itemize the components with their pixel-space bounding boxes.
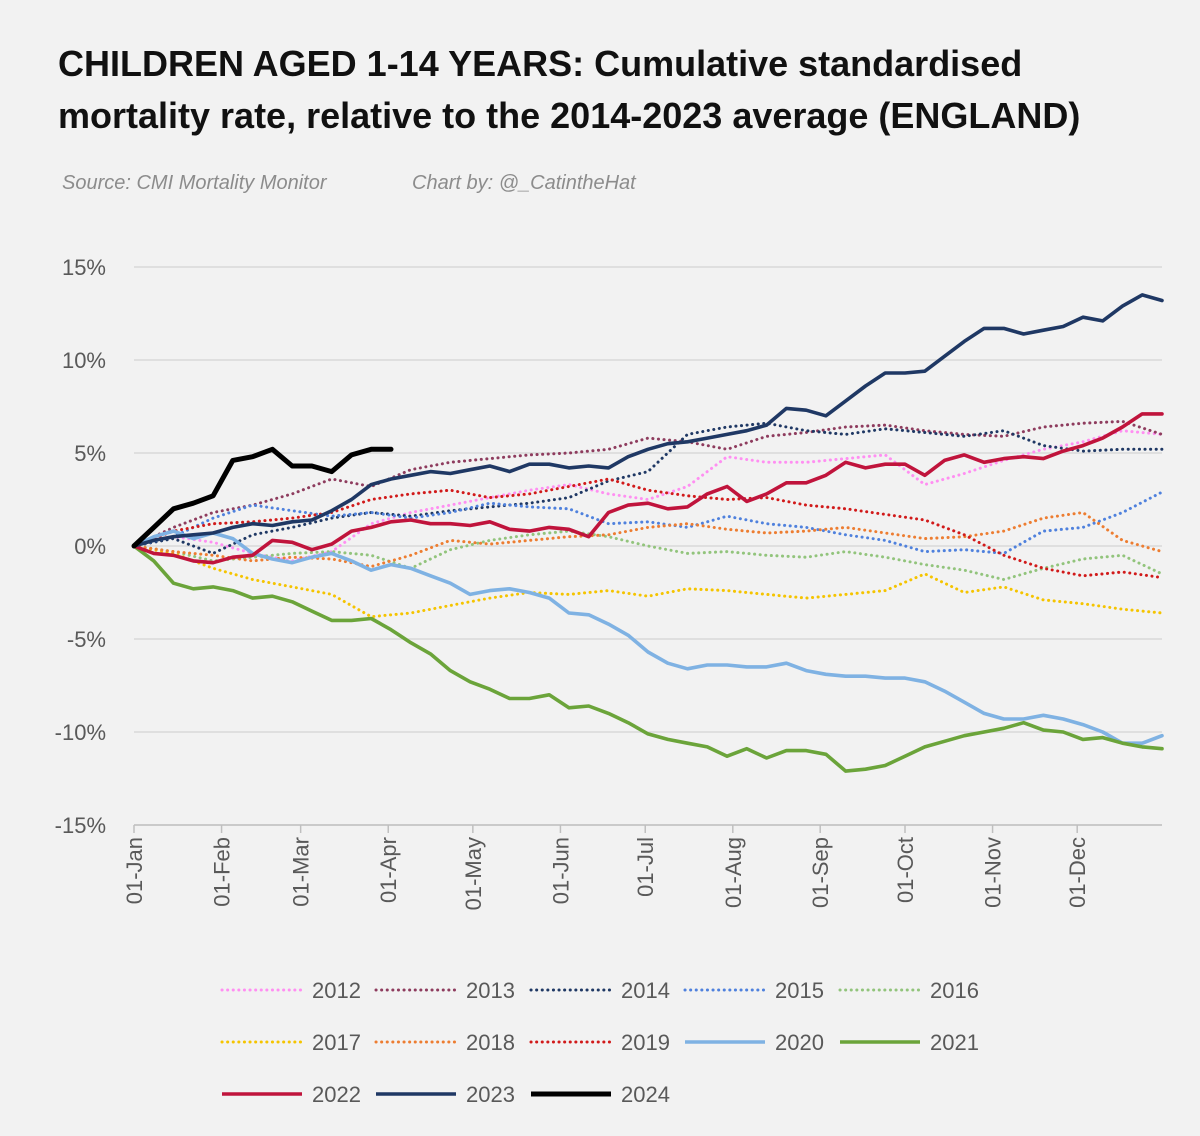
series-line-2015: [132, 490, 1164, 555]
legend-label: 2014: [621, 978, 670, 1003]
series-line-2012: [132, 429, 1164, 563]
legend-label: 2019: [621, 1030, 670, 1055]
x-tick-label: 01-Feb: [210, 837, 235, 907]
legend-item-2014: 2014: [529, 978, 670, 1003]
legend-item-2019: 2019: [529, 1030, 670, 1055]
legend-item-2024: 2024: [531, 1082, 670, 1107]
series-lines: [131, 293, 1164, 773]
legend-label: 2013: [466, 978, 515, 1003]
legend-item-2023: 2023: [376, 1082, 515, 1107]
chart-credit: Chart by: @_CatintheHat: [412, 172, 636, 194]
y-tick-label: 10%: [62, 348, 106, 373]
chart-source: Source: CMI Mortality Monitor: [62, 172, 327, 194]
y-tick-label: 15%: [62, 255, 106, 280]
series-line-2020: [132, 529, 1164, 745]
series-line-2022: [132, 412, 1164, 565]
legend-label: 2023: [466, 1082, 515, 1107]
y-tick-label: -15%: [55, 813, 106, 838]
y-tick-label: -5%: [67, 627, 106, 652]
legend-label: 2017: [312, 1030, 361, 1055]
x-tick-label: 01-Dec: [1065, 837, 1090, 908]
y-tick-label: -10%: [55, 720, 106, 745]
legend-label: 2012: [312, 978, 361, 1003]
legend-label: 2024: [621, 1082, 670, 1107]
legend-label: 2016: [930, 978, 979, 1003]
legend-item-2012: 2012: [220, 978, 361, 1003]
legend-label: 2020: [775, 1030, 824, 1055]
legend-item-2021: 2021: [840, 1030, 979, 1055]
x-tick-label: 01-Oct: [893, 837, 918, 903]
chart-title: CHILDREN AGED 1-14 YEARS: Cumulative sta…: [58, 43, 1081, 136]
series-line-2021: [132, 544, 1164, 773]
legend: 2012 2013 2014 2015 2016 2017 2018 2019 2020 2021…: [220, 978, 979, 1107]
x-tick-label: 01-May: [461, 837, 486, 910]
legend-label: 2022: [312, 1082, 361, 1107]
x-tick-label: 01-Nov: [981, 837, 1006, 908]
y-tick-label: 0%: [74, 534, 106, 559]
legend-item-2015: 2015: [683, 978, 824, 1003]
x-tick-label: 01-Jul: [633, 837, 658, 897]
series-line-2023: [132, 293, 1164, 548]
y-tick-label: 5%: [74, 441, 106, 466]
series-line-2017: [132, 544, 1164, 619]
series-line-2013: [132, 419, 1164, 548]
legend-label: 2021: [930, 1030, 979, 1055]
legend-item-2022: 2022: [222, 1082, 361, 1107]
x-tick-label: 01-Sep: [808, 837, 833, 908]
legend-label: 2015: [775, 978, 824, 1003]
legend-item-2017: 2017: [220, 1030, 361, 1055]
series-line-2024: [131, 446, 394, 549]
series-line-2019: [132, 477, 1164, 580]
legend-item-2016: 2016: [838, 978, 979, 1003]
x-tick-label: 01-Mar: [289, 837, 314, 907]
series-line-2014: [132, 421, 1164, 555]
series-line-2016: [132, 529, 1164, 581]
x-tick-label: 01-Jun: [548, 837, 573, 904]
x-tick-label: 01-Jan: [122, 837, 147, 904]
x-tick-label: 01-Aug: [721, 837, 746, 908]
legend-label: 2018: [466, 1030, 515, 1055]
x-tick-label: 01-Apr: [376, 837, 401, 903]
legend-item-2013: 2013: [374, 978, 515, 1003]
x-axis: 01-Jan 01-Feb 01-Mar 01-Apr 01-May 01-Jun 01-J…: [122, 824, 1162, 910]
y-axis: 15% 10% 5% 0% -5% -10% -15%: [55, 255, 106, 838]
legend-item-2018: 2018: [374, 1030, 515, 1055]
legend-item-2020: 2020: [685, 1030, 824, 1055]
